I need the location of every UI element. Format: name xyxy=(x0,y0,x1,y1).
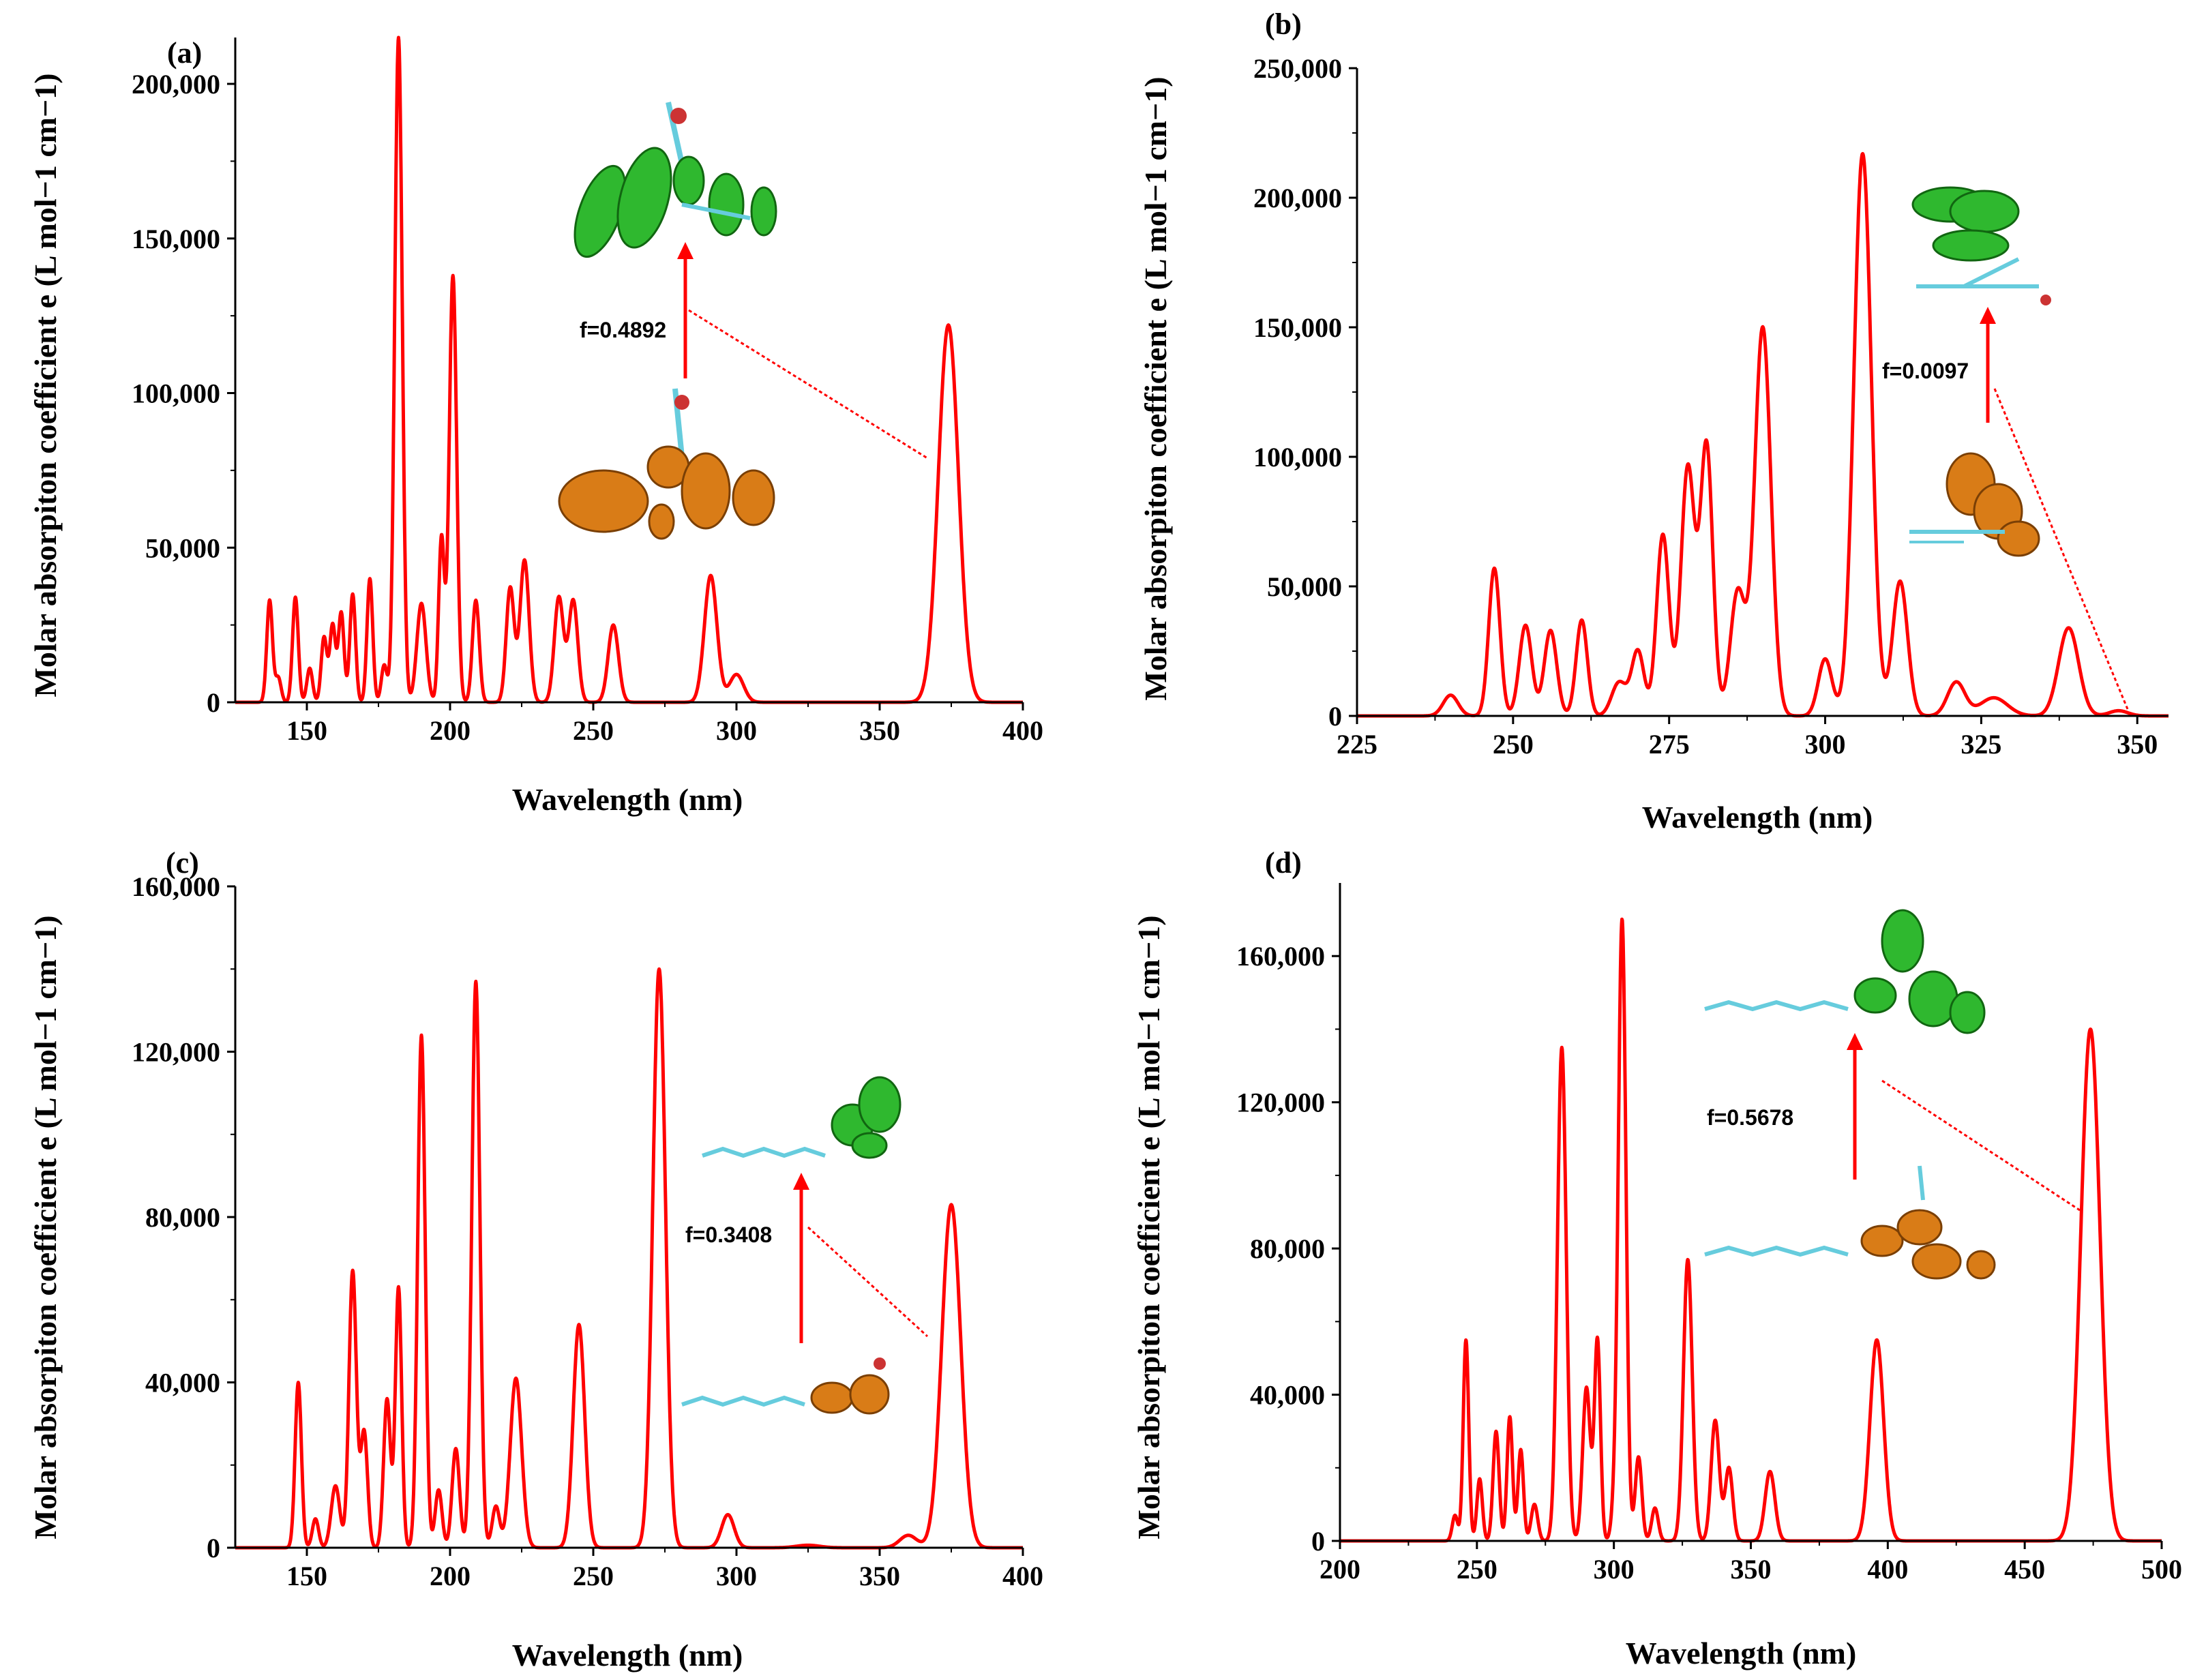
panel-a-plot: 150 200 250 300 350 400 0 50,000 100,000 150,000 2… xyxy=(132,35,1043,746)
panel-c-x-tick-label: 400 xyxy=(1002,1561,1043,1591)
panel-d-x-tick-label: 300 xyxy=(1594,1554,1635,1585)
panel-b-homo-orbital-image xyxy=(1909,452,2040,557)
panel-d: (d) 200 250 300 350 400 450 500 0 40,000 80,000 12… xyxy=(1131,846,2182,1670)
panel-a-homo-orbital-image xyxy=(558,388,775,540)
panel-a-y-tick-label: 100,000 xyxy=(132,378,220,409)
panel-c-x-tick-label: 350 xyxy=(859,1561,900,1591)
panel-a-x-tick-label: 350 xyxy=(859,715,900,746)
panel-d-label: (d) xyxy=(1265,846,1302,880)
panel-b-x-tick-label: 350 xyxy=(2117,729,2158,760)
panel-d-x-tick-label: 200 xyxy=(1320,1554,1360,1585)
panel-b-plot: 225 250 275 300 325 350 0 50,000 100,000 150,000 2… xyxy=(1253,53,2170,760)
panel-a-x-tick-label: 250 xyxy=(573,715,614,746)
panel-c-label: (c) xyxy=(166,846,199,880)
panel-a-leader-line xyxy=(688,309,928,460)
panel-a-spectrum-line xyxy=(234,35,1024,704)
panel-b-y-tick-label: 50,000 xyxy=(1267,571,1342,602)
panel-a-y-axis-title: Molar absorpiton coefficient e (L mol−1 … xyxy=(28,73,63,697)
panel-c-lumo-orbital-image xyxy=(702,1076,901,1159)
panel-c-homo-orbital-image xyxy=(681,1358,890,1415)
panel-d-leader-line xyxy=(1881,1079,2081,1212)
panel-d-spectrum-line xyxy=(1339,917,2163,1543)
panel-b-arrow-head xyxy=(1980,307,1996,324)
panel-d-y-tick-label: 40,000 xyxy=(1250,1380,1325,1411)
panel-d-x-tick-label: 500 xyxy=(2141,1554,2182,1585)
panel-c-spectrum-line xyxy=(234,967,1024,1550)
panel-d-y-tick-label: 80,000 xyxy=(1250,1233,1325,1264)
panel-c-x-tick-label: 150 xyxy=(286,1561,327,1591)
panel-d-x-axis-title: Wavelength (nm) xyxy=(1626,1636,1857,1670)
panel-a-x-tick-label: 200 xyxy=(430,715,471,746)
panel-b-x-axis-title: Wavelength (nm) xyxy=(1642,800,1873,835)
panel-b-y-tick-label: 200,000 xyxy=(1253,183,1342,213)
panel-a-y-tick-label: 0 xyxy=(207,687,220,718)
panel-d-y-axis-title: Molar absorpiton coefficient e (L mol−1 … xyxy=(1131,915,1166,1539)
panel-d-y-tick-label: 120,000 xyxy=(1236,1088,1325,1118)
panel-d-x-tick-label: 250 xyxy=(1457,1554,1497,1585)
panel-b: (b) 225 250 275 300 325 350 0 50,000 100,000 150,… xyxy=(1138,7,2170,835)
panel-b-oscillator-strength: f=0.0097 xyxy=(1882,359,1969,383)
panel-d-x-tick-label: 400 xyxy=(1867,1554,1908,1585)
panel-c-leader-line xyxy=(807,1226,929,1338)
panel-d-arrow-head xyxy=(1847,1033,1863,1050)
panel-b-label: (b) xyxy=(1265,7,1302,41)
panel-a: (a) 150 200 250 300 350 400 0 50,000 100,000 150,… xyxy=(28,35,1043,817)
panel-b-x-tick-label: 250 xyxy=(1493,729,1534,760)
panel-d-lumo-orbital-image xyxy=(1704,909,1986,1034)
panel-a-label: (a) xyxy=(167,36,202,70)
panel-d-x-tick-label: 350 xyxy=(1731,1554,1772,1585)
panel-a-x-tick-label: 400 xyxy=(1002,715,1043,746)
panel-d-oscillator-strength: f=0.5678 xyxy=(1707,1105,1793,1130)
panel-c: (c) 150 200 250 300 350 400 0 40,000 80,000 120,0… xyxy=(28,846,1043,1672)
panel-b-x-tick-label: 325 xyxy=(1961,729,2001,760)
panel-a-arrow-head xyxy=(677,242,694,259)
panel-d-plot: 200 250 300 350 400 450 500 0 40,000 80,000 120,00… xyxy=(1236,883,2182,1585)
panel-d-x-tick-label: 450 xyxy=(2004,1554,2045,1585)
panel-c-y-tick-label: 0 xyxy=(207,1533,220,1563)
panel-c-y-tick-label: 160,000 xyxy=(132,871,220,902)
panel-b-leader-line xyxy=(1993,388,2129,710)
panel-c-plot: 150 200 250 300 350 400 0 40,000 80,000 120,000 16… xyxy=(132,871,1043,1591)
panel-d-y-tick-label: 160,000 xyxy=(1236,941,1325,972)
panel-a-y-tick-label: 200,000 xyxy=(132,69,220,100)
panel-a-lumo-orbital-image xyxy=(573,102,777,258)
panel-b-x-tick-label: 225 xyxy=(1337,729,1377,760)
panel-a-x-tick-label: 300 xyxy=(716,715,757,746)
panel-c-arrow-head xyxy=(793,1173,809,1190)
panel-c-y-tick-label: 120,000 xyxy=(132,1037,220,1068)
panel-a-x-axis-title: Wavelength (nm) xyxy=(512,782,743,817)
panel-c-x-tick-label: 250 xyxy=(573,1561,614,1591)
panel-b-y-axis-title: Molar absorpiton coefficient e (L mol−1 … xyxy=(1138,76,1173,700)
panel-b-y-tick-label: 100,000 xyxy=(1253,442,1342,472)
panel-b-y-tick-label: 0 xyxy=(1328,701,1342,732)
panel-b-spectrum-line xyxy=(1356,151,2170,718)
panel-c-x-axis-title: Wavelength (nm) xyxy=(512,1638,743,1672)
panel-a-y-tick-label: 150,000 xyxy=(132,224,220,254)
panel-d-y-tick-label: 0 xyxy=(1311,1526,1325,1557)
panel-d-homo-orbital-image xyxy=(1704,1165,1996,1280)
panel-b-x-tick-label: 275 xyxy=(1649,729,1690,760)
panel-b-x-tick-label: 300 xyxy=(1805,729,1846,760)
panel-c-y-axis-title: Molar absorpiton coefficient e (L mol−1 … xyxy=(28,915,63,1539)
panel-c-y-tick-label: 40,000 xyxy=(145,1368,220,1398)
panel-a-y-tick-label: 50,000 xyxy=(145,532,220,563)
panel-a-x-tick-label: 150 xyxy=(286,715,327,746)
panel-b-y-tick-label: 150,000 xyxy=(1253,312,1342,343)
panel-c-x-tick-label: 300 xyxy=(716,1561,757,1591)
panel-c-oscillator-strength: f=0.3408 xyxy=(685,1222,772,1247)
panel-b-lumo-orbital-image xyxy=(1911,186,2051,305)
panel-a-oscillator-strength: f=0.4892 xyxy=(580,318,666,342)
panel-b-y-tick-label: 250,000 xyxy=(1253,53,1342,84)
panel-c-x-tick-label: 200 xyxy=(430,1561,471,1591)
panel-c-y-tick-label: 80,000 xyxy=(145,1202,220,1233)
